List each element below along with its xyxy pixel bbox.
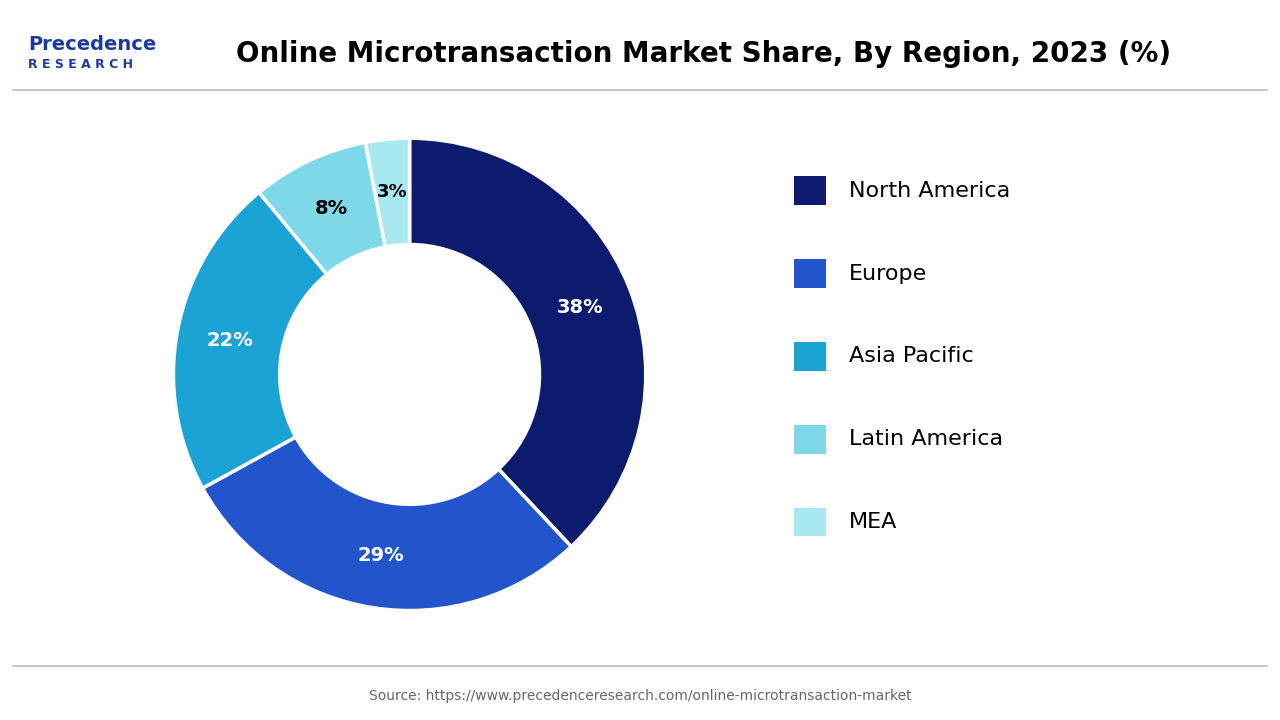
Wedge shape bbox=[174, 192, 326, 488]
Text: MEA: MEA bbox=[849, 512, 897, 532]
Text: 22%: 22% bbox=[206, 330, 253, 350]
Text: Source: https://www.precedenceresearch.com/online-microtransaction-market: Source: https://www.precedenceresearch.c… bbox=[369, 689, 911, 703]
Text: 8%: 8% bbox=[315, 199, 348, 218]
Text: R E S E A R C H: R E S E A R C H bbox=[28, 58, 133, 71]
Wedge shape bbox=[259, 143, 385, 274]
Text: 38%: 38% bbox=[557, 297, 603, 317]
Text: Latin America: Latin America bbox=[849, 429, 1002, 449]
Text: Europe: Europe bbox=[849, 264, 927, 284]
Wedge shape bbox=[365, 138, 410, 247]
Text: 3%: 3% bbox=[378, 183, 408, 201]
Text: Precedence: Precedence bbox=[28, 35, 156, 54]
Text: 29%: 29% bbox=[357, 546, 404, 564]
Wedge shape bbox=[202, 437, 571, 611]
Text: Asia Pacific: Asia Pacific bbox=[849, 346, 973, 366]
Wedge shape bbox=[410, 138, 645, 546]
Text: Online Microtransaction Market Share, By Region, 2023 (%): Online Microtransaction Market Share, By… bbox=[237, 40, 1171, 68]
Text: North America: North America bbox=[849, 181, 1010, 201]
